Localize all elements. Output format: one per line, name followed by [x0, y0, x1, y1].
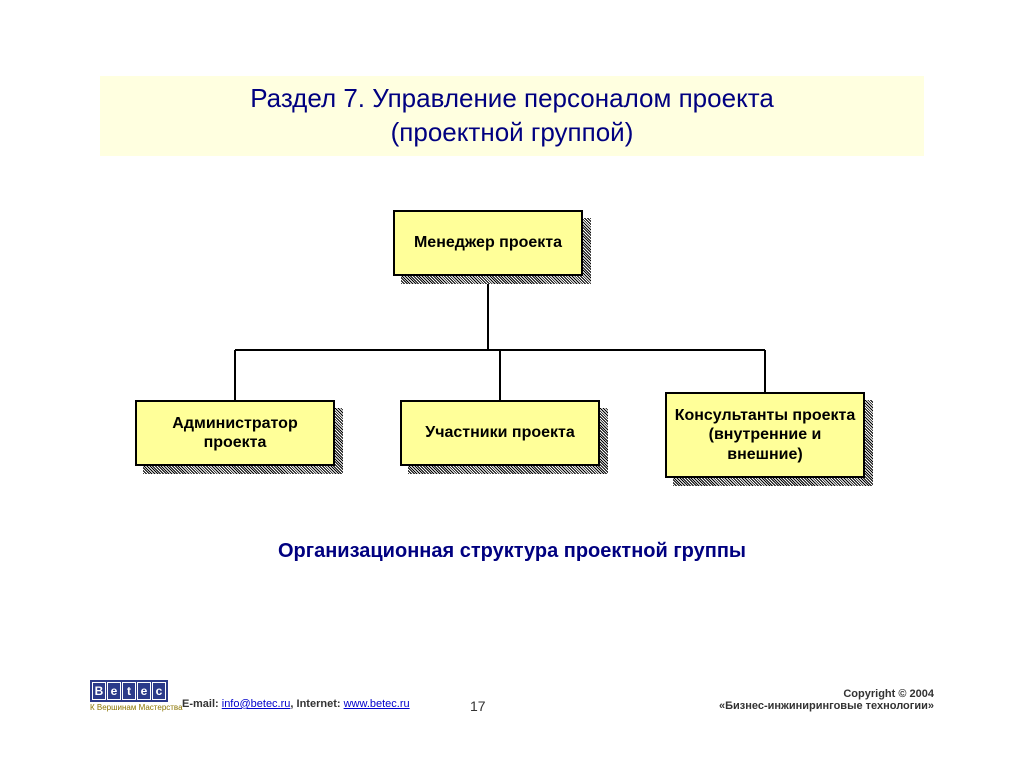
logo-boxes: Betec	[90, 680, 168, 702]
org-chart: Менеджер проекта Администратор проекта Уча…	[0, 210, 1024, 530]
title-line2: (проектной группой)	[391, 117, 634, 147]
slide: Раздел 7. Управление персоналом проекта …	[0, 0, 1024, 768]
logo-tagline: К Вершинам Мастерства	[90, 703, 183, 712]
slide-title: Раздел 7. Управление персоналом проекта …	[100, 76, 924, 156]
node-root: Менеджер проекта	[393, 210, 583, 276]
page-number: 17	[470, 698, 486, 714]
logo-letter: e	[137, 682, 151, 700]
logo-letter: c	[152, 682, 166, 700]
copyright: Copyright © 2004 «Бизнес-инжиниринговые …	[719, 688, 934, 712]
email-label: E-mail:	[182, 698, 219, 710]
chart-subtitle: Организационная структура проектной груп…	[0, 540, 1024, 563]
node-child3: Консультанты проекта (внутренние и внешн…	[665, 392, 865, 478]
logo: Betec К Вершинам Мастерства	[90, 680, 183, 712]
title-line1: Раздел 7. Управление персоналом проекта	[250, 83, 774, 113]
email-link[interactable]: info@betec.ru	[222, 698, 291, 710]
contact-info: E-mail: info@betec.ru, Internet: www.bet…	[182, 698, 410, 710]
url-link[interactable]: www.betec.ru	[344, 698, 410, 710]
logo-letter: e	[107, 682, 121, 700]
copyright-line1: Copyright © 2004	[719, 688, 934, 700]
logo-letter: B	[92, 682, 106, 700]
internet-label: , Internet:	[290, 698, 340, 710]
logo-letter: t	[122, 682, 136, 700]
node-child2: Участники проекта	[400, 400, 600, 466]
footer: Betec К Вершинам Мастерства E-mail: info…	[90, 680, 934, 728]
node-child1: Администратор проекта	[135, 400, 335, 466]
copyright-line2: «Бизнес-инжиниринговые технологии»	[719, 700, 934, 712]
